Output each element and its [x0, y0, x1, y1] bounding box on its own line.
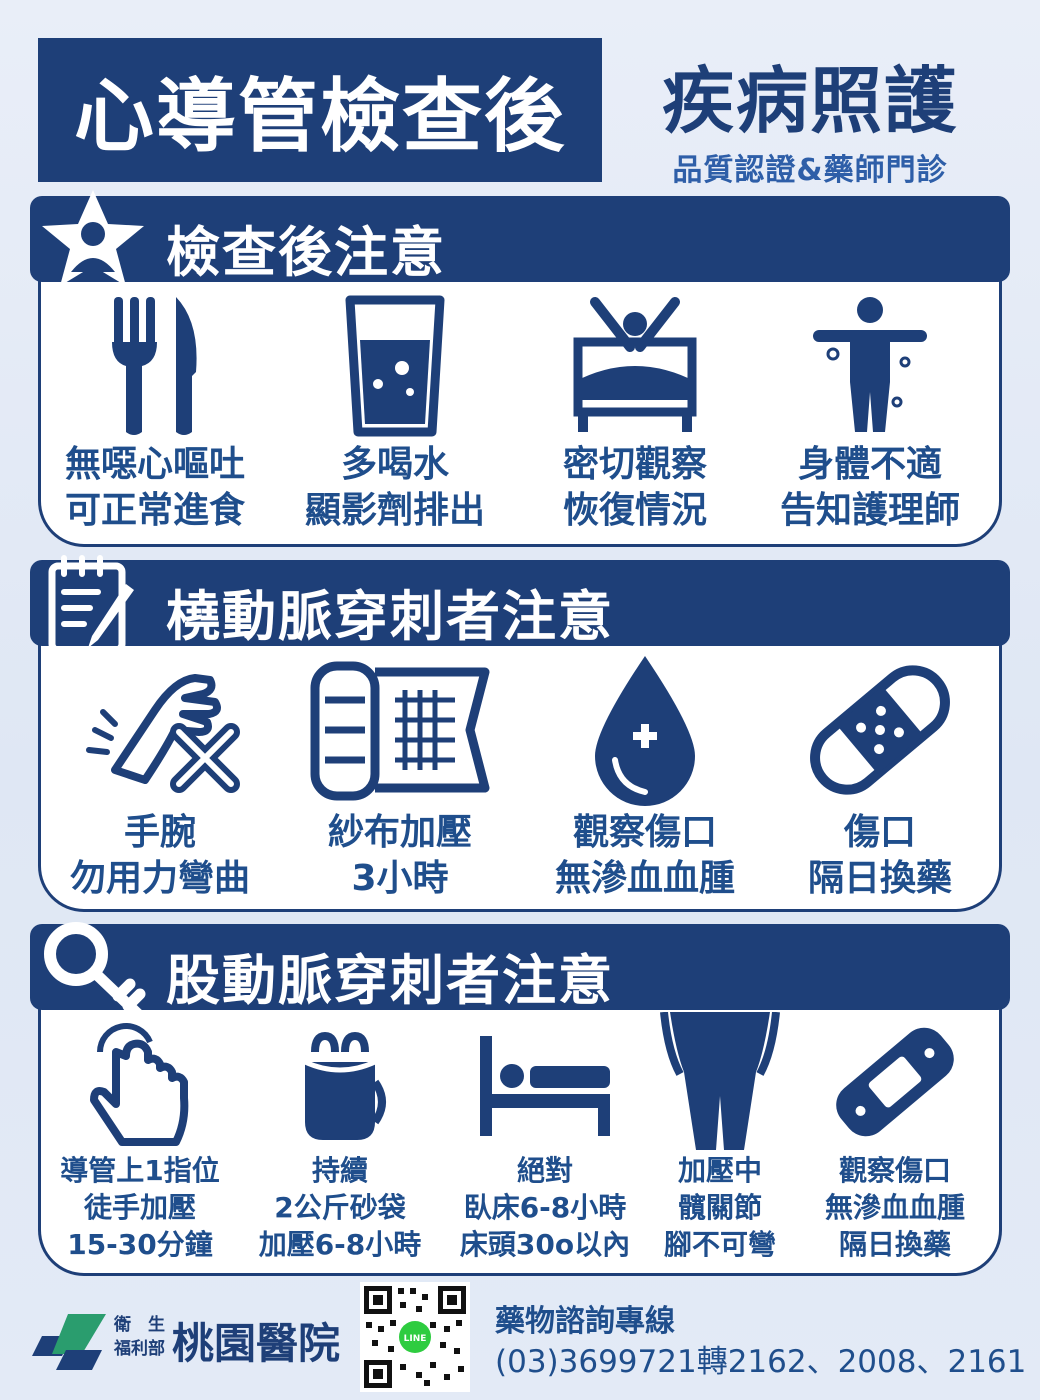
finger-press-icon	[90, 1023, 189, 1146]
line-badge-text: LINE	[404, 1334, 427, 1344]
bandage-icon	[810, 665, 950, 795]
bandage-icon	[836, 1027, 954, 1137]
ministry-line1: 衛 生	[114, 1315, 165, 1335]
item-drink: 多喝水 顯影劑排出	[295, 292, 495, 534]
qr-code-icon: LINE	[360, 1282, 470, 1392]
item-wound-dressing: 觀察傷口 無滲血血腫 隔日換藥	[805, 1012, 985, 1263]
section-panel-femoral	[38, 978, 1002, 1276]
item-caption-line2: 2公斤砂袋	[274, 1191, 406, 1224]
page-title: 心導管檢查後	[74, 70, 566, 163]
item-caption-line2: 臥床6-8小時	[463, 1191, 627, 1224]
item-caption-line2: 恢復情況	[562, 490, 707, 531]
section-title: 檢查後注意	[166, 221, 446, 284]
sandbag-icon	[303, 1031, 386, 1140]
item-caption-line1: 密切觀察	[562, 444, 707, 485]
ministry-logo-icon	[32, 1314, 106, 1370]
hotline-number[interactable]: (03)3699721轉2162、2008、2161	[495, 1344, 1027, 1380]
item-caption-line2: 徒手加壓	[83, 1191, 196, 1224]
item-caption-line2: 無滲血血腫	[554, 858, 735, 899]
body-legs-icon	[660, 1012, 780, 1150]
qr-code[interactable]: LINE	[360, 1282, 470, 1392]
item-caption-line1: 觀察傷口	[838, 1154, 951, 1187]
item-caption-line1: 持續	[311, 1154, 368, 1187]
item-caption-line3: 加壓6-8小時	[258, 1228, 422, 1261]
item-caption-line1: 絕對	[516, 1154, 573, 1187]
blood-drop-icon	[595, 656, 695, 806]
item-caption-line3: 隔日換藥	[838, 1228, 951, 1261]
section-title: 橈動脈穿刺者注意	[166, 585, 614, 648]
item-caption-line2: 隔日換藥	[807, 858, 952, 899]
item-caption-line1: 傷口	[843, 812, 916, 853]
item-sandbag: 持續 2公斤砂袋 加壓6-8小時	[250, 1012, 430, 1263]
item-caption-line3: 15-30分鐘	[67, 1228, 213, 1261]
brand-title: 疾病照護	[661, 59, 958, 143]
item-caption-line1: 無噁心嘔吐	[64, 444, 245, 485]
item-caption-line2: 勿用力彎曲	[69, 858, 250, 899]
item-caption-line1: 導管上1指位	[60, 1154, 220, 1187]
brand-subtitle: 品質認證&藥師門診	[672, 153, 948, 188]
item-caption-line2: 3小時	[351, 858, 449, 899]
notepad-pen-icon	[48, 555, 134, 654]
item-finger-press: 導管上1指位 徒手加壓 15-30分鐘	[50, 1012, 230, 1263]
section-header-after-exam: 檢查後注意	[30, 190, 1010, 286]
item-caption-line2: 無滲血血腫	[824, 1191, 965, 1224]
item-caption-line1: 多喝水	[340, 444, 449, 485]
item-caption-line2: 可正常進食	[64, 490, 245, 531]
section-panel-after-exam	[38, 250, 1002, 547]
item-caption-line1: 加壓中	[677, 1154, 762, 1187]
item-caption-line1: 觀察傷口	[572, 812, 717, 853]
section-title: 股動脈穿刺者注意	[166, 949, 614, 1012]
item-gauze: 紗布加壓 3小時	[295, 650, 505, 902]
item-caption-line1: 手腕	[123, 812, 196, 853]
item-caption-line1: 身體不適	[797, 444, 942, 485]
item-unwell: 身體不適 告知護理師	[770, 292, 970, 534]
ministry-line2: 福利部	[114, 1339, 165, 1359]
key-icon	[44, 922, 146, 1020]
item-eat: 無噁心嘔吐 可正常進食	[55, 292, 255, 534]
item-caption-line2: 顯影劑排出	[304, 490, 485, 531]
person-unwell-icon	[813, 297, 927, 432]
item-observe: 密切觀察 恢復情況	[535, 292, 735, 534]
wrist-no-bend-icon	[86, 674, 240, 793]
item-wrist: 手腕 勿用力彎曲	[55, 650, 265, 902]
item-wound-check: 觀察傷口 無滲血血腫	[540, 650, 750, 902]
item-dressing: 傷口 隔日換藥	[775, 650, 985, 902]
item-hip: 加壓中 髖關節 腳不可彎	[640, 1012, 800, 1263]
star-person-icon	[42, 190, 144, 286]
bed-lying-icon	[480, 1036, 610, 1136]
section-header-radial: 橈動脈穿刺者注意	[30, 555, 1010, 654]
bed-person-icon	[573, 297, 697, 432]
item-caption-line3: 腳不可彎	[663, 1228, 776, 1261]
hospital-name: 桃園醫院	[172, 1319, 341, 1368]
hospital-logo: 衛 生 福利部 桃園醫院	[32, 1300, 352, 1380]
item-caption-line2: 髖關節	[677, 1191, 762, 1224]
gauze-roll-icon	[310, 661, 490, 801]
item-caption-line1: 紗布加壓	[327, 812, 472, 853]
water-glass-icon	[345, 295, 445, 437]
fork-knife-icon	[112, 297, 197, 435]
item-bed-rest: 絕對 臥床6-8小時 床頭30o以內	[455, 1012, 635, 1263]
title-banner: 心導管檢查後	[38, 38, 602, 182]
item-caption-line2: 告知護理師	[779, 490, 960, 531]
section-header-femoral: 股動脈穿刺者注意	[30, 922, 1010, 1020]
item-caption-line3: 床頭30o以內	[459, 1228, 631, 1261]
hotline-label: 藥物諮詢專線	[495, 1304, 675, 1339]
